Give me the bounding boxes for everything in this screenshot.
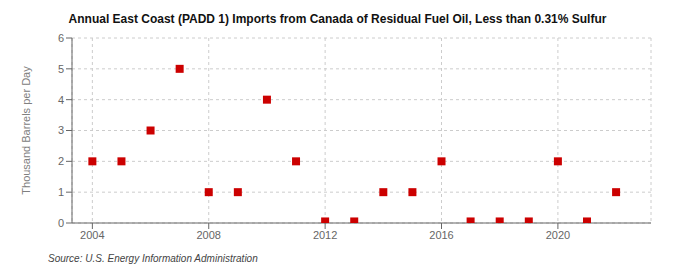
svg-text:0: 0 (58, 217, 64, 229)
html-text:Annual East Coast (PADD 1) Imp: Annual East Coast (PADD 1) Imports from … (68, 12, 607, 26)
svg-text:4: 4 (58, 94, 64, 106)
svg-text:3: 3 (58, 124, 64, 136)
html-text:Source: U.S. Energy Informatio: Source: U.S. Energy Information Administ… (48, 253, 258, 264)
svg-text:1: 1 (58, 186, 64, 198)
svg-text:2012: 2012 (313, 229, 337, 241)
svg-text:5: 5 (58, 63, 64, 75)
svg-text:Thousand Barrels per Day: Thousand Barrels per Day (20, 66, 32, 195)
svg-text:2020: 2020 (546, 229, 570, 241)
svg-text:6: 6 (58, 32, 64, 44)
svg-text:2004: 2004 (80, 229, 104, 241)
svg-text:2008: 2008 (197, 229, 221, 241)
svg-text:2: 2 (58, 155, 64, 167)
svg-text:2016: 2016 (429, 229, 453, 241)
